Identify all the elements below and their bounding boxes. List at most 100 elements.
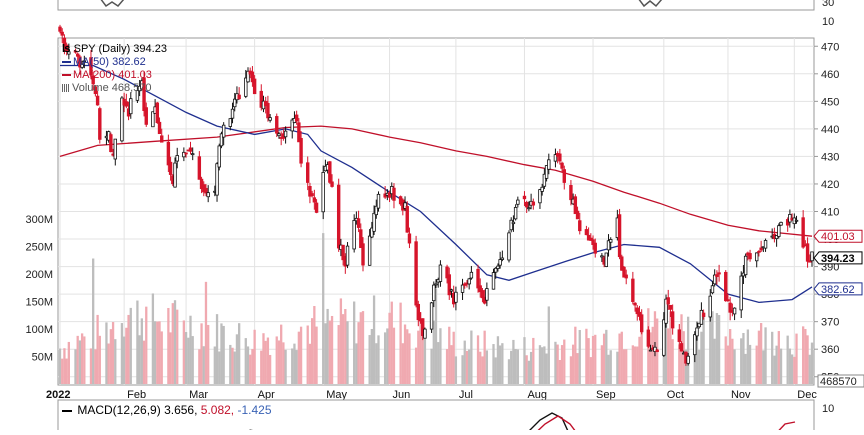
candle-body [449, 289, 454, 292]
candle-body [609, 239, 613, 243]
candle-body [217, 145, 221, 168]
volume-bar [202, 346, 205, 384]
volume-bar [330, 315, 334, 384]
candle-body [805, 243, 810, 262]
candle-body [168, 161, 173, 175]
volume-bar [375, 343, 378, 384]
candle-body [513, 207, 518, 220]
x-tick-label-May: May [326, 389, 347, 401]
volume-bar [605, 329, 608, 384]
candle-body [584, 229, 589, 236]
candle-body [697, 322, 701, 328]
candle-body [215, 163, 219, 196]
candle-body [80, 63, 84, 68]
volume-bar [748, 344, 752, 384]
candle-body [109, 134, 113, 153]
volume-bar [525, 355, 528, 384]
volume-bar [709, 309, 712, 384]
candle-body [507, 232, 511, 261]
candle-body [367, 235, 372, 266]
legend-spy-text: SPY (Daily) 394.23 [73, 43, 167, 55]
candle-body [469, 271, 474, 279]
candle-body [693, 334, 697, 356]
volume-bar [527, 360, 531, 384]
candle-body [336, 184, 341, 249]
volume-bar [711, 311, 714, 384]
volume-bar [419, 312, 422, 384]
legend-ma200-text: MA(200) 401.03 [73, 69, 152, 81]
volume-bar [806, 335, 809, 384]
candle-body [352, 219, 356, 250]
volume-bar [532, 337, 535, 384]
volume-bar [198, 349, 201, 384]
volume-bar [145, 306, 148, 384]
volume-bar [664, 306, 668, 384]
legend-ma50: MA(50) 382.62 [62, 56, 167, 69]
volume-bar [448, 326, 451, 384]
volume-bar [328, 320, 331, 384]
volume-tick-label-300M: 300M [25, 214, 53, 226]
candle-body [553, 154, 558, 162]
candle-body [617, 214, 622, 258]
volume-bar [479, 351, 482, 384]
candle-body [67, 51, 71, 55]
volume-bar [414, 347, 418, 384]
candle-body [64, 44, 69, 52]
volume-bar [755, 345, 758, 384]
y-tick-label-460: 460 [821, 69, 839, 81]
y-tick-label-450: 450 [821, 96, 839, 108]
candle-body [60, 31, 64, 36]
candle-body [182, 151, 186, 158]
legend-ma50-text: MA(50) 382.62 [73, 56, 146, 68]
volume-bar [773, 355, 776, 384]
volume-bar [246, 346, 250, 384]
volume-bar [423, 335, 427, 384]
volume-bar [326, 308, 329, 384]
volume-bar [618, 333, 621, 384]
candle-body [496, 265, 500, 269]
volume-bar [129, 307, 132, 384]
candle-body [277, 133, 281, 137]
candle-body [155, 102, 160, 123]
candle-body [662, 319, 666, 356]
volume-bar [200, 323, 203, 384]
candle-body [569, 185, 573, 201]
candle-body [604, 252, 609, 267]
candle-body [575, 210, 580, 220]
volume-bar [96, 314, 99, 384]
volume-bar [669, 311, 672, 384]
volume-bar [383, 332, 387, 384]
volume-bar [726, 345, 730, 384]
volume-bar [136, 300, 139, 384]
candle-body [370, 227, 374, 238]
volume-bar [686, 316, 690, 384]
candle-body [283, 130, 288, 138]
candle-body [498, 259, 502, 266]
candle-body [98, 108, 102, 140]
volume-bar [468, 349, 471, 384]
candle-body [527, 207, 531, 210]
volume-bar [507, 359, 511, 384]
volume-bar [310, 318, 314, 384]
candle-body [219, 133, 224, 147]
macd-hist-value: -1.425 [237, 403, 272, 417]
volume-bar [569, 356, 573, 384]
candle-body [359, 229, 363, 249]
volume-bar [631, 345, 634, 384]
candle-body [73, 50, 78, 53]
candle-body [593, 242, 597, 254]
candle-body [717, 272, 721, 275]
volume-bar [543, 346, 546, 384]
candle-body [463, 283, 467, 286]
candle-body [639, 314, 644, 333]
candle-body [726, 299, 730, 302]
volume-bar [346, 321, 349, 384]
x-tick-label-Jun: Jun [393, 389, 411, 401]
candle-body [522, 195, 527, 200]
candle-body [701, 312, 706, 317]
volume-bar [757, 330, 761, 384]
volume-bar [529, 351, 533, 384]
spy-candles [58, 24, 814, 366]
volume-bar [523, 337, 526, 384]
volume-bar [220, 323, 223, 384]
